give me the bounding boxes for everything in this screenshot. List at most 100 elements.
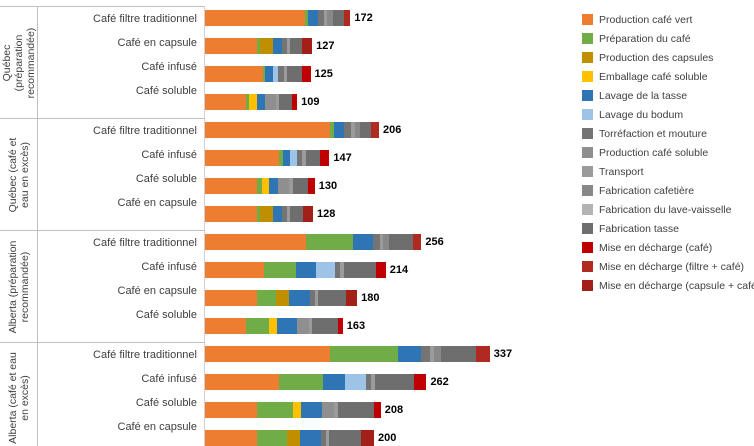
segment-lavage_tasse: [301, 402, 322, 418]
segment-capsules: [259, 38, 274, 54]
segment-fab_tasse: [332, 10, 344, 26]
bar-track: 109: [205, 94, 582, 118]
segment-transport: [302, 150, 306, 166]
segment-lavage_tasse: [323, 374, 346, 390]
segment-transport: [351, 122, 355, 138]
segment-decharge_capsule: [361, 430, 375, 446]
bar-total-label: 127: [316, 40, 335, 52]
bar-total-label: 125: [314, 68, 333, 80]
segment-lavage_tasse: [282, 150, 291, 166]
segment-preparation: [257, 290, 276, 306]
group-label: Alberta (préparation recommandée): [6, 240, 31, 333]
legend-item: Lavage de la tasse: [582, 86, 754, 105]
segment-fab_tasse: [318, 290, 347, 306]
segment-fab_cafetiere: [354, 122, 360, 138]
legend-label: Emballage café soluble: [599, 70, 708, 83]
legend-swatch: [582, 71, 593, 82]
segment-transport: [308, 318, 313, 334]
segment-prod_soluble: [297, 318, 309, 334]
bar-category-label: Café en capsule: [117, 197, 198, 209]
segment-prod_soluble: [264, 94, 276, 110]
chart-area: Québec (préparation recommandée) Café fil…: [0, 6, 582, 446]
legend-item: Préparation du café: [582, 29, 754, 48]
legend-item: Torréfaction et mouture: [582, 124, 754, 143]
stacked-bar: 337: [205, 346, 512, 362]
legend-swatch: [582, 166, 593, 177]
legend-label: Torréfaction et mouture: [599, 127, 707, 140]
legend-swatch: [582, 204, 593, 215]
legend-swatch: [582, 261, 593, 272]
bar-labels-column: Café filtre traditionnel Café infusé Café …: [38, 342, 204, 446]
stacked-bar: 128: [205, 206, 335, 222]
segment-fab_tasse: [290, 206, 303, 222]
segment-fab_tasse: [359, 122, 372, 138]
legend-label: Mise en décharge (capsule + café): [599, 279, 754, 292]
bar-labels-column: Café filtre traditionnel Café infusé Café …: [38, 230, 204, 342]
segment-prod_vert: [205, 402, 258, 418]
stacked-bar: 130: [205, 178, 337, 194]
group-axis-cell: Alberta (préparation recommandée): [0, 230, 38, 342]
segment-lavage_tasse: [289, 290, 310, 306]
segment-fab_tasse: [374, 374, 414, 390]
group-axis-cell: Québec (préparation recommandée): [0, 6, 38, 118]
segment-torrefaction: [320, 430, 326, 446]
bar-category-label: Café soluble: [135, 173, 197, 185]
segment-prod_vert: [205, 10, 305, 26]
segment-prod_soluble: [321, 402, 335, 418]
bar-total-label: 147: [333, 152, 352, 164]
bar-total-label: 337: [493, 348, 513, 360]
stacked-bar: 125: [205, 66, 333, 82]
segment-prod_vert: [205, 262, 265, 278]
segment-torrefaction: [297, 150, 303, 166]
segment-transport: [275, 94, 280, 110]
bar-total-label: 163: [346, 320, 366, 332]
stacked-bar: 262: [205, 374, 449, 390]
bar-track: 127: [205, 38, 582, 62]
bars-column: 172 127 125 109: [204, 6, 582, 118]
segment-preparation: [279, 374, 324, 390]
segment-fab_tasse: [389, 234, 413, 250]
bar-track: 172: [205, 10, 582, 34]
segment-fab_tasse: [279, 94, 293, 110]
segment-torrefaction: [344, 122, 352, 138]
legend-label: Transport: [599, 165, 644, 178]
bar-total-label: 256: [425, 236, 444, 248]
stacked-bar: 109: [205, 94, 320, 110]
bar-category-label: Café infusé: [141, 373, 197, 385]
segment-lavage_tasse: [273, 38, 282, 54]
segment-lavage_tasse: [300, 430, 321, 446]
segment-preparation: [257, 430, 287, 446]
segment-fab_cafetiere: [433, 346, 441, 362]
legend-item: Fabrication cafetière: [582, 181, 754, 200]
legend-item: Production café soluble: [582, 143, 754, 162]
segment-lavage_tasse: [269, 178, 278, 194]
segment-fab_cafetiere: [327, 10, 333, 26]
bar-category-label: Café filtre traditionnel: [93, 125, 197, 137]
segment-decharge_filtre: [343, 10, 351, 26]
stacked-bar: 172: [205, 10, 373, 26]
bar-track: 125: [205, 66, 582, 90]
segment-transport: [286, 38, 291, 54]
bar-track: 163: [205, 318, 582, 342]
bar-total-label: 262: [430, 376, 449, 388]
segment-prod_vert: [205, 290, 258, 306]
segment-fab_tasse: [312, 318, 338, 334]
segment-torrefaction: [278, 66, 284, 82]
segment-fab_tasse: [292, 178, 308, 194]
segment-transport: [314, 290, 319, 306]
segment-capsules: [275, 290, 290, 306]
bar-category-label: Café filtre traditionnel: [93, 237, 197, 249]
segment-decharge_filtre: [371, 122, 380, 138]
segment-lavage_tasse: [265, 66, 273, 82]
bar-labels-column: Café filtre traditionnel Café en capsule C…: [38, 6, 204, 118]
bar-category-label: Café infusé: [141, 261, 197, 273]
segment-decharge_cafe: [337, 318, 343, 334]
segment-emballage: [261, 178, 270, 194]
legend-label: Lavage du bodum: [599, 108, 684, 121]
segment-transport: [379, 234, 384, 250]
bar-total-label: 172: [354, 12, 373, 24]
bar-track: 256: [205, 234, 582, 258]
bar-labels-column: Café filtre traditionnel Café infusé Café …: [38, 118, 204, 230]
bar-total-label: 208: [384, 404, 404, 416]
